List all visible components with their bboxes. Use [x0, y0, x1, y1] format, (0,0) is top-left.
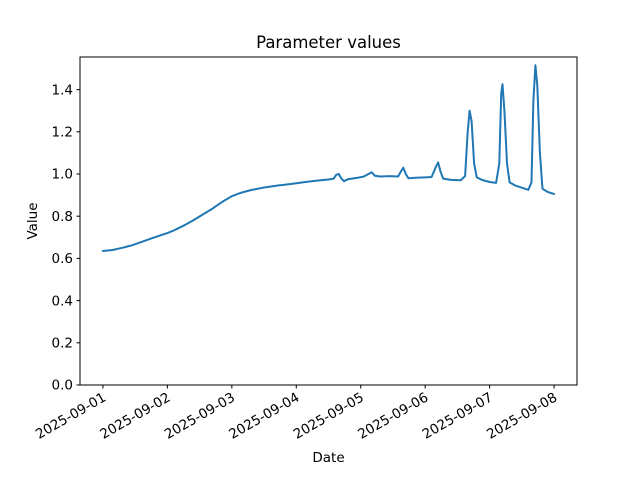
y-tick-label: 0.4: [52, 293, 73, 309]
x-tick-label: 2025-09-08: [484, 390, 560, 443]
y-tick-label: 1.4: [52, 82, 73, 98]
x-tick-label: 2025-09-05: [291, 390, 367, 443]
y-tick-label: 1.0: [52, 167, 73, 183]
y-tick-label: 0.6: [52, 251, 73, 267]
y-tick-label: 0.8: [52, 209, 73, 225]
chart-title: Parameter values: [256, 33, 401, 52]
x-tick-label: 2025-09-01: [33, 390, 109, 443]
x-tick-label: 2025-09-04: [226, 390, 302, 443]
y-axis-label: Value: [25, 202, 41, 239]
x-tick-label: 2025-09-02: [97, 390, 173, 443]
data-line: [101, 64, 556, 252]
x-tick-label: 2025-09-07: [420, 390, 496, 443]
y-axis-ticks: 0.0 0.2 0.4 0.6 0.8 1.0 1.2 1.4: [52, 82, 80, 394]
x-tick-label: 2025-09-06: [355, 390, 431, 443]
plot-area: [79, 56, 578, 386]
x-tick-label: 2025-09-03: [162, 390, 238, 443]
x-axis-ticks: 2025-09-012025-09-022025-09-032025-09-04…: [33, 385, 560, 443]
y-tick-label: 1.2: [52, 124, 73, 140]
y-tick-label: 0.2: [52, 335, 73, 351]
y-tick-label: 0.0: [52, 378, 73, 394]
x-axis-label: Date: [312, 450, 344, 466]
